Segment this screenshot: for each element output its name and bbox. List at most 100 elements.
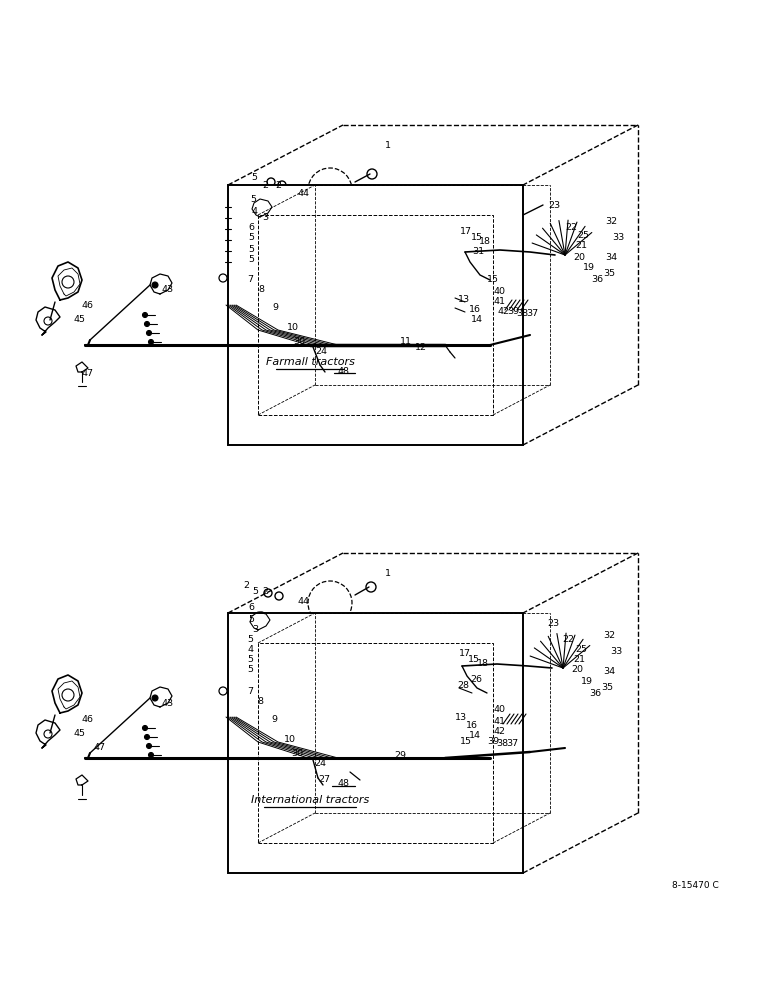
- Text: 31: 31: [472, 247, 484, 256]
- Text: 13: 13: [455, 712, 467, 722]
- Circle shape: [309, 756, 317, 764]
- Text: 37: 37: [506, 740, 518, 748]
- Text: 45: 45: [74, 314, 86, 324]
- Text: 27: 27: [318, 774, 330, 784]
- Text: 5: 5: [251, 174, 257, 182]
- Text: 8-15470 C: 8-15470 C: [672, 880, 719, 890]
- Text: 25: 25: [575, 645, 587, 654]
- Text: Farmall tractors: Farmall tractors: [266, 357, 354, 367]
- Text: 3: 3: [262, 213, 268, 222]
- Circle shape: [152, 695, 158, 701]
- Text: 41: 41: [494, 298, 506, 306]
- Text: 44: 44: [298, 596, 310, 605]
- Text: 17: 17: [460, 227, 472, 235]
- Text: 5: 5: [248, 614, 254, 624]
- Text: 46: 46: [82, 714, 94, 724]
- Text: 10: 10: [287, 324, 299, 332]
- Text: 5: 5: [247, 666, 253, 674]
- Circle shape: [147, 330, 151, 336]
- Text: 3: 3: [252, 624, 258, 634]
- Text: 10: 10: [284, 734, 296, 744]
- Circle shape: [143, 312, 147, 318]
- Text: 2: 2: [243, 580, 249, 589]
- Text: 48: 48: [338, 367, 350, 376]
- Circle shape: [148, 752, 154, 758]
- Text: 36: 36: [589, 690, 601, 698]
- Text: 32: 32: [605, 218, 617, 227]
- Text: 1: 1: [385, 140, 391, 149]
- Circle shape: [147, 744, 151, 748]
- Bar: [228, 185, 523, 445]
- Text: 22: 22: [565, 223, 577, 232]
- Text: 24: 24: [315, 348, 327, 357]
- Text: 21: 21: [575, 241, 587, 250]
- Text: 43: 43: [162, 286, 174, 294]
- Text: 24: 24: [314, 758, 326, 768]
- Text: 38: 38: [516, 310, 528, 318]
- Text: 12: 12: [415, 344, 427, 353]
- Text: 19: 19: [581, 676, 593, 686]
- Text: 30: 30: [293, 338, 305, 347]
- Bar: [228, 613, 523, 873]
- Text: 4: 4: [251, 207, 257, 216]
- Text: 5: 5: [248, 233, 254, 242]
- Text: 19: 19: [583, 263, 595, 272]
- Bar: [233, 280, 245, 300]
- Text: 34: 34: [603, 668, 615, 676]
- Text: 2: 2: [262, 587, 268, 596]
- Text: 4: 4: [247, 646, 253, 654]
- Text: 5: 5: [247, 656, 253, 664]
- Text: 8: 8: [257, 698, 263, 706]
- Circle shape: [144, 322, 150, 326]
- Text: 9: 9: [271, 714, 277, 724]
- Text: 33: 33: [610, 648, 622, 656]
- Text: 47: 47: [82, 369, 94, 378]
- Text: 45: 45: [74, 730, 86, 738]
- Bar: [233, 692, 245, 712]
- Text: 5: 5: [248, 244, 254, 253]
- Text: 16: 16: [466, 720, 478, 730]
- Text: 44: 44: [298, 190, 310, 198]
- Text: 16: 16: [469, 304, 481, 314]
- Text: 40: 40: [494, 286, 506, 296]
- Text: 18: 18: [479, 236, 491, 245]
- Text: 6: 6: [248, 603, 254, 612]
- Text: 2: 2: [275, 180, 281, 190]
- Text: 29: 29: [394, 752, 406, 760]
- Text: 5: 5: [248, 254, 254, 263]
- Text: 23: 23: [547, 618, 559, 628]
- Text: 20: 20: [571, 666, 583, 674]
- Text: 14: 14: [471, 316, 483, 324]
- Text: 37: 37: [526, 310, 538, 318]
- Text: 11: 11: [400, 338, 412, 347]
- Text: 36: 36: [591, 275, 603, 284]
- Text: 39: 39: [507, 308, 519, 316]
- Text: 46: 46: [82, 300, 94, 310]
- Text: 41: 41: [493, 718, 505, 726]
- Text: 43: 43: [162, 698, 174, 708]
- Text: 13: 13: [458, 296, 470, 304]
- Text: 35: 35: [601, 684, 613, 692]
- Text: 9: 9: [272, 302, 278, 312]
- Text: 20: 20: [573, 252, 585, 261]
- Text: 1: 1: [385, 568, 391, 578]
- Text: 33: 33: [612, 233, 625, 242]
- Circle shape: [144, 734, 150, 740]
- Text: 48: 48: [337, 780, 349, 788]
- Text: 40: 40: [493, 706, 505, 714]
- Text: 15: 15: [460, 738, 472, 746]
- Circle shape: [143, 726, 147, 730]
- Text: 47: 47: [93, 742, 105, 752]
- Text: 21: 21: [573, 654, 585, 664]
- Text: 18: 18: [477, 660, 489, 668]
- Text: 5: 5: [250, 196, 256, 205]
- Text: 26: 26: [470, 676, 482, 684]
- Text: 17: 17: [459, 650, 471, 658]
- Text: 42: 42: [493, 728, 505, 736]
- Text: 28: 28: [457, 680, 469, 690]
- Text: 22: 22: [562, 636, 574, 645]
- Circle shape: [148, 340, 154, 344]
- Text: 2: 2: [262, 180, 268, 190]
- Text: 15: 15: [471, 232, 483, 241]
- Text: 32: 32: [603, 631, 615, 640]
